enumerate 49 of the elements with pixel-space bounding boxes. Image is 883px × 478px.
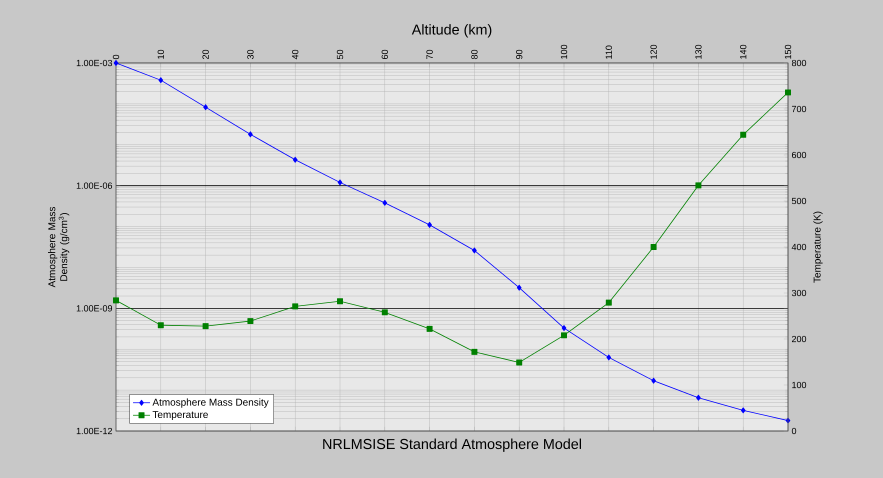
x-tick-label: 10	[158, 50, 164, 59]
x-tick-label: 100	[560, 44, 568, 59]
legend-label: Atmosphere Mass Density	[152, 398, 269, 408]
x-tick-label: 130	[695, 44, 702, 59]
y-tick-label: 1.00E-06	[76, 182, 112, 189]
y-tick-label: 1.00E-12	[76, 428, 112, 434]
x-tick-label: 120	[650, 44, 657, 59]
y2-axis-title: Temperature (K)	[813, 212, 823, 283]
y-tick-label: 1.00E-03	[76, 60, 112, 66]
point	[248, 131, 253, 138]
x-axis-title: Altitude (km)	[412, 24, 492, 38]
point	[696, 394, 701, 401]
x-tick-label: 30	[247, 50, 254, 60]
point	[740, 407, 746, 414]
y2-tick-label: 100	[792, 382, 806, 388]
point	[292, 156, 298, 163]
y2-tick-label: 300	[792, 290, 806, 296]
point	[606, 354, 612, 360]
point	[516, 284, 522, 291]
x-tick-label: 150	[784, 44, 792, 59]
point	[651, 378, 656, 384]
y2-tick-label: 500	[792, 198, 806, 204]
x-tick-label: 20	[202, 50, 209, 60]
point	[338, 179, 342, 186]
text: NRLMSISE Standard Atmosphere Model	[323, 438, 581, 452]
x-tick-label: 80	[471, 50, 478, 60]
x-tick-label: 140	[740, 44, 746, 59]
x-tick-label: 40	[292, 50, 298, 60]
point	[472, 247, 477, 254]
point	[158, 77, 164, 84]
x-tick-label: 110	[606, 46, 612, 59]
point	[562, 325, 566, 332]
y2-tick-label: 800	[792, 60, 806, 66]
x-tick-label: 90	[516, 50, 522, 60]
y2-tick-label: 0	[792, 428, 796, 434]
y2-tick-label: 400	[792, 244, 806, 250]
x-tick-label: 60	[382, 50, 388, 60]
x-tick-label: 50	[336, 50, 344, 60]
point	[427, 222, 432, 228]
y2-tick-label: 700	[792, 106, 806, 112]
y-tick-label: 1.00E-09	[76, 305, 112, 312]
x-tick-label: 0	[112, 54, 120, 60]
y2-tick-label: 600	[792, 152, 806, 158]
legend-label: Temperature	[152, 411, 208, 420]
point	[203, 104, 208, 110]
point	[114, 60, 118, 66]
x-tick-label: 70	[426, 50, 433, 60]
point	[382, 200, 388, 206]
y2-tick-label: 200	[792, 336, 806, 342]
